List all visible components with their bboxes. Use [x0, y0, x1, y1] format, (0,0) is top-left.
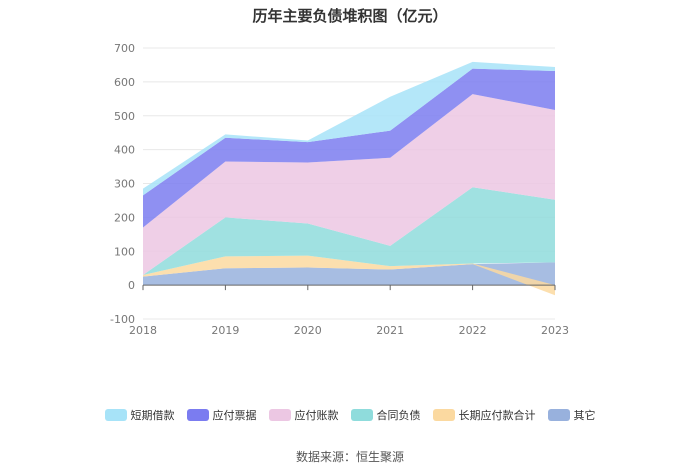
y-tick-label: 600: [114, 76, 135, 89]
series-area-2: [143, 94, 555, 275]
x-tick-label: 2023: [541, 324, 569, 337]
series-area-5: [143, 262, 555, 286]
y-tick-label: 700: [114, 42, 135, 55]
data-source-note: 数据来源：恒生聚源: [295, 450, 404, 464]
legend-item[interactable]: 长期应付款合计: [432, 407, 536, 423]
legend-swatch: [432, 409, 455, 421]
legend-label: 长期应付款合计: [458, 409, 536, 422]
y-tick-label: -100: [110, 313, 135, 326]
x-tick-label: 2019: [211, 324, 239, 337]
legend-label: 应付账款: [294, 409, 339, 422]
legend-item[interactable]: 应付账款: [268, 407, 339, 423]
legend-item[interactable]: 其它: [547, 407, 596, 423]
series-area-1: [143, 68, 555, 228]
x-tick-label: 2020: [294, 324, 322, 337]
y-tick-label: 500: [114, 110, 135, 123]
legend-label: 合同负债: [376, 409, 421, 422]
y-tick-label: 400: [114, 144, 135, 157]
y-tick-label: 100: [114, 245, 135, 258]
legend-swatch: [268, 409, 291, 421]
y-tick-label: 200: [114, 211, 135, 224]
x-tick-label: 2022: [459, 324, 487, 337]
y-tick-label: 0: [128, 279, 135, 292]
legend-item[interactable]: 短期借款: [104, 407, 175, 423]
series-area-4: [143, 255, 555, 296]
legend-swatch: [350, 409, 373, 421]
legend-item[interactable]: 合同负债: [350, 407, 421, 423]
y-tick-label: 300: [114, 178, 135, 191]
legend-label: 短期借款: [130, 409, 175, 422]
x-tick-label: 2021: [376, 324, 404, 337]
chart-legend: 短期借款 应付票据 应付账款 合同负债 长期应付款合计 其它: [0, 407, 700, 423]
legend-swatch: [186, 409, 209, 421]
legend-label: 应付票据: [212, 409, 257, 422]
x-tick-label: 2018: [129, 324, 157, 337]
legend-swatch: [104, 409, 127, 421]
legend-item[interactable]: 应付票据: [186, 407, 257, 423]
legend-label: 其它: [573, 409, 596, 422]
legend-swatch: [547, 409, 570, 421]
chart-title: 历年主要负债堆积图（亿元）: [252, 7, 448, 25]
series-area-0: [143, 61, 555, 196]
series-area-3: [143, 187, 555, 275]
